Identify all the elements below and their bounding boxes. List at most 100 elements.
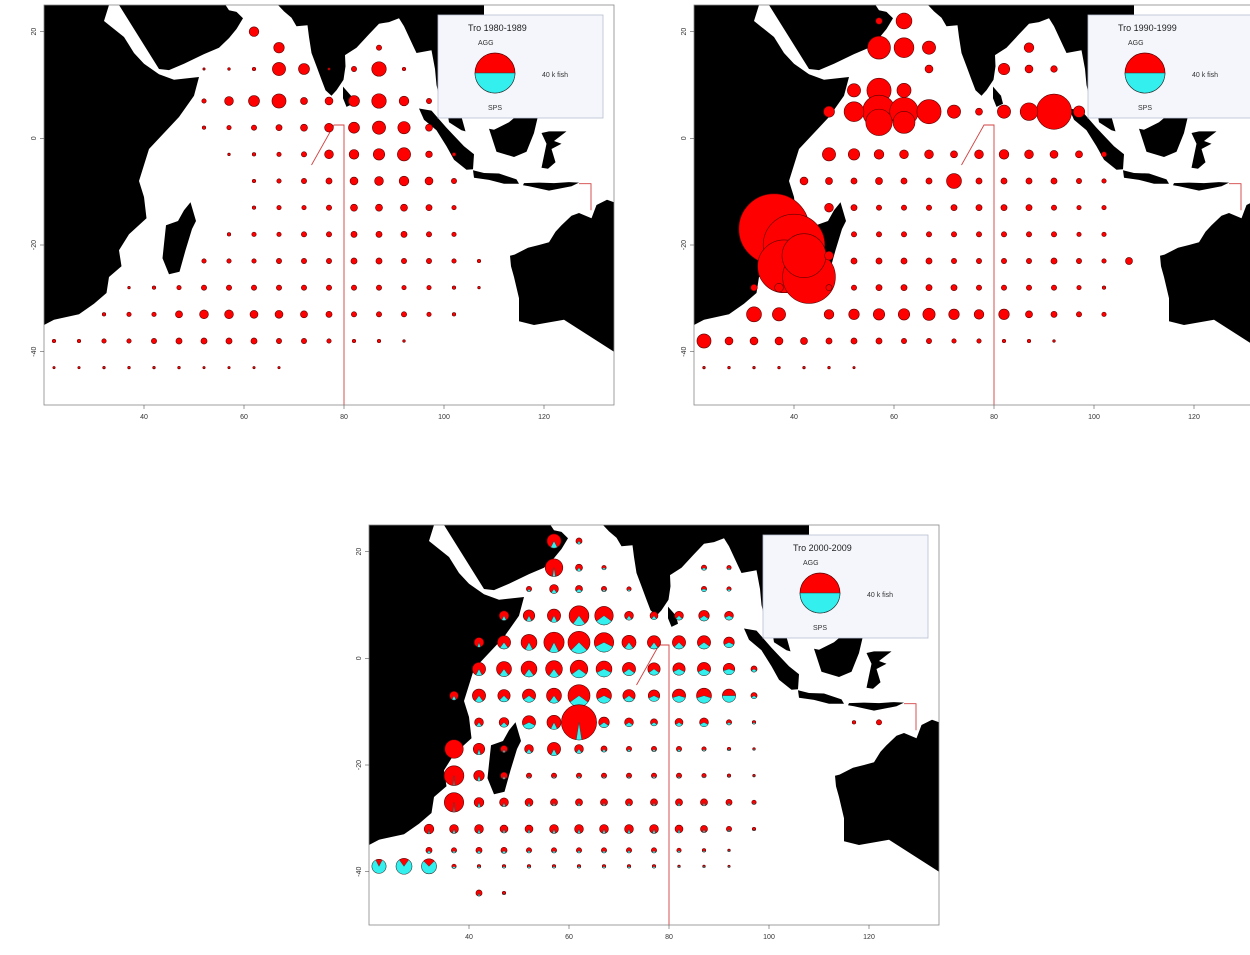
catch-pie xyxy=(451,285,457,290)
catch-pie xyxy=(401,66,407,72)
catch-pie xyxy=(351,338,357,344)
catch-pie xyxy=(1001,231,1007,238)
catch-pie xyxy=(200,337,208,345)
catch-pie xyxy=(1024,149,1034,160)
catch-pie xyxy=(127,366,131,370)
catch-pie xyxy=(449,824,459,834)
catch-pie xyxy=(575,563,583,572)
catch-pie xyxy=(276,258,282,264)
catch-pie xyxy=(426,258,432,264)
y-tick-label: -40 xyxy=(31,347,38,357)
catch-pie xyxy=(696,333,712,349)
catch-pie xyxy=(326,284,332,291)
catch-pie xyxy=(976,258,982,264)
landmass xyxy=(1160,203,1250,343)
landmass xyxy=(551,525,817,652)
legend: Tro 1980-1989 AGG SPS 40 k fish xyxy=(437,14,604,119)
catch-pie xyxy=(1076,258,1082,264)
map-panel-1980-1989: 40 60 80 100 120 20 0 -20 -40 Tro 1980-1989 AGG SPS… xyxy=(30,4,624,435)
catch-pie xyxy=(1076,205,1082,211)
catch-pie xyxy=(421,858,437,875)
catch-pie xyxy=(752,747,756,751)
catch-pie xyxy=(326,258,332,264)
catch-pie xyxy=(702,864,706,868)
landmass xyxy=(487,722,521,795)
catch-pie xyxy=(575,798,583,807)
catch-pie xyxy=(751,799,757,805)
catch-pie xyxy=(1001,338,1007,344)
catch-pie xyxy=(561,704,597,741)
catch-pie xyxy=(1001,258,1007,264)
map-svg: 40 60 80 100 120 20 0 -20 -40 Tro 1980-1989 AGG SPS… xyxy=(31,4,615,421)
catch-pie xyxy=(876,204,882,211)
catch-pie xyxy=(600,798,608,807)
catch-pie xyxy=(227,366,231,370)
catch-pie xyxy=(901,231,907,238)
catch-pie xyxy=(567,631,591,654)
catch-pie xyxy=(1050,310,1058,318)
landmass xyxy=(668,606,678,627)
catch-pie xyxy=(499,824,509,834)
catch-pie xyxy=(451,231,457,237)
catch-pie xyxy=(1051,231,1057,238)
catch-pie xyxy=(451,258,457,264)
catch-pie xyxy=(499,797,509,808)
catch-pie xyxy=(348,121,360,134)
catch-pie xyxy=(501,864,507,869)
boundary-line xyxy=(579,183,592,211)
catch-pie xyxy=(752,366,756,370)
catch-pie xyxy=(473,637,485,648)
catch-pie xyxy=(851,231,857,238)
catch-pie xyxy=(824,250,834,261)
catch-pie xyxy=(726,586,732,592)
legend-agg-label: AGG xyxy=(1128,40,1144,47)
catch-pie xyxy=(900,257,908,265)
catch-pie xyxy=(227,152,231,156)
catch-pie xyxy=(576,847,582,854)
legend-sps-label: SPS xyxy=(813,625,827,632)
catch-pie xyxy=(1026,284,1032,291)
catch-pie xyxy=(875,337,883,345)
catch-pie xyxy=(251,284,257,291)
catch-pie xyxy=(976,284,982,291)
catch-pie xyxy=(916,99,942,125)
catch-pie xyxy=(526,847,532,854)
catch-pie xyxy=(496,661,512,677)
catch-pie xyxy=(276,284,282,291)
catch-pie xyxy=(325,177,333,185)
catch-pie xyxy=(425,150,433,158)
legend-title: Tro 1980-1989 xyxy=(468,23,527,33)
catch-pie xyxy=(697,662,711,676)
boundary-line xyxy=(961,124,995,405)
catch-pie xyxy=(876,231,882,238)
catch-pie xyxy=(975,177,983,185)
catch-pie xyxy=(626,772,632,779)
catch-pie xyxy=(950,150,958,159)
catch-pie xyxy=(500,846,508,854)
catch-pie xyxy=(1026,338,1032,344)
catch-pie xyxy=(1101,231,1107,237)
catch-pie xyxy=(825,284,833,292)
catch-pie xyxy=(277,366,281,370)
catch-pie xyxy=(524,824,534,834)
catch-pie xyxy=(324,149,334,160)
catch-pie xyxy=(395,858,413,875)
legend-box xyxy=(762,534,929,639)
catch-pie xyxy=(598,716,610,728)
catch-pie xyxy=(622,662,636,676)
catch-pie xyxy=(946,173,962,189)
catch-pie xyxy=(973,309,985,320)
catch-pie xyxy=(201,125,207,130)
boundary-line xyxy=(1229,183,1242,211)
catch-pie xyxy=(701,586,707,592)
catch-pie xyxy=(327,67,331,71)
catch-pie xyxy=(126,311,132,317)
catch-pie xyxy=(723,636,735,648)
catch-pie xyxy=(451,863,457,869)
catch-pie xyxy=(650,798,658,807)
x-tick-label: 40 xyxy=(140,414,148,421)
catch-pie xyxy=(248,26,260,37)
catch-pie xyxy=(700,798,708,807)
catch-pie xyxy=(594,606,614,626)
catch-pie xyxy=(226,125,232,131)
